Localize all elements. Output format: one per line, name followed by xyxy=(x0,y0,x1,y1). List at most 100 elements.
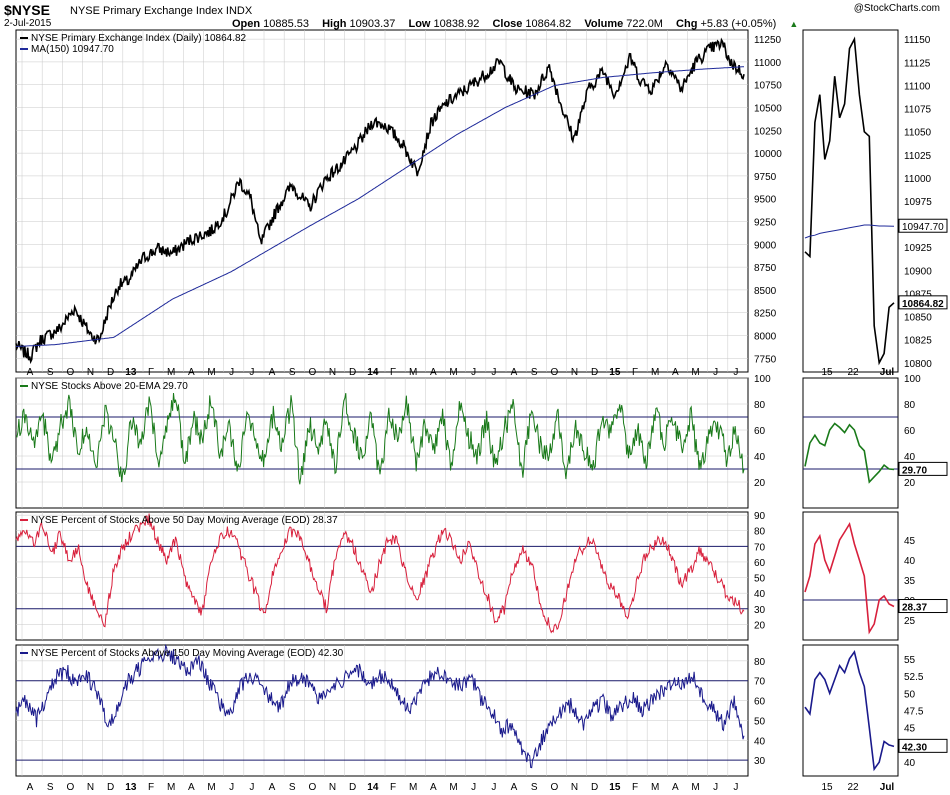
x-tick-label-bottom: J xyxy=(229,782,234,793)
x-tick-label-bottom: D xyxy=(107,782,114,793)
y-tick-label: 8750 xyxy=(754,263,777,274)
y-tick-label: 70 xyxy=(754,677,766,688)
zoom-y-tick-label: 11025 xyxy=(904,151,932,162)
zoom-y-tick-label: 11050 xyxy=(904,128,932,139)
main-panel-0-frame xyxy=(15,29,749,373)
chg-value: +5.83 (+0.05%) xyxy=(700,18,777,30)
high-label: High xyxy=(322,18,347,30)
quote-line: Open 10885.53 High 10903.37 Low 10838.92 Cl… xyxy=(232,18,808,30)
y-tick-label: 40 xyxy=(754,736,766,747)
zoom-y-tick-label: 100 xyxy=(904,374,921,385)
x-tick-label: J xyxy=(491,367,496,378)
zoom-x-tick-label: 15 xyxy=(821,367,833,378)
zoom-y-tick-label: 55 xyxy=(904,655,916,666)
x-tick-label: D xyxy=(591,367,598,378)
last-value-box xyxy=(898,295,948,310)
zoom-y-tick-label: 50 xyxy=(904,689,916,700)
y-tick-label: 8500 xyxy=(754,286,777,297)
x-tick-label: J xyxy=(471,367,476,378)
y-tick-label: 70 xyxy=(754,542,766,553)
series-line-2-0 xyxy=(15,513,745,634)
x-tick-label-bottom: O xyxy=(66,782,74,793)
main-panel-2-frame xyxy=(15,511,749,641)
zoom-panel-1-frame xyxy=(802,377,899,509)
x-tick-label-bottom: D xyxy=(349,782,356,793)
x-tick-label-bottom: A xyxy=(27,782,34,793)
x-tick-label: A xyxy=(269,367,276,378)
low-value: 10838.92 xyxy=(433,18,480,30)
x-tick-label-bottom: 14 xyxy=(367,782,379,793)
x-tick-label-bottom: N xyxy=(329,782,336,793)
x-tick-label: O xyxy=(66,367,74,378)
x-tick-label-bottom: S xyxy=(289,782,296,793)
y-tick-label: 10500 xyxy=(754,104,782,115)
zoom-panel-2-frame xyxy=(802,511,899,641)
x-tick-label: M xyxy=(207,367,215,378)
y-tick-label: 60 xyxy=(754,558,766,569)
x-tick-label: M xyxy=(167,367,175,378)
main-panel-1-frame xyxy=(15,377,749,509)
zoom-y-tick-label: 40 xyxy=(904,758,916,769)
chart-header: $NYSE NYSE Primary Exchange Index INDX 2… xyxy=(4,2,948,30)
x-tick-label-bottom: S xyxy=(47,782,54,793)
legend-entry: NYSE Percent of Stocks Above 150 Day Mov… xyxy=(31,648,344,659)
last-value-box xyxy=(898,738,948,753)
y-tick-label: 60 xyxy=(754,426,766,437)
x-tick-label: D xyxy=(349,367,356,378)
y-tick-label: 90 xyxy=(754,511,766,522)
x-tick-label: S xyxy=(47,367,54,378)
y-tick-label: 11000 xyxy=(754,58,782,69)
y-tick-label: 40 xyxy=(754,589,766,600)
open-value: 10885.53 xyxy=(263,18,310,30)
close-label: Close xyxy=(492,18,523,30)
y-tick-label: 9500 xyxy=(754,195,777,206)
high-value: 10903.37 xyxy=(349,18,396,30)
legend-entry: MA(150) 10947.70 xyxy=(31,44,114,55)
y-tick-label: 7750 xyxy=(754,354,777,365)
y-tick-label: 8250 xyxy=(754,309,777,320)
x-tick-label: A xyxy=(672,367,679,378)
y-tick-label: 9000 xyxy=(754,240,777,251)
chg-label: Chg xyxy=(676,18,698,30)
zoom-y-tick-label: 45 xyxy=(904,536,916,547)
ma-value-label: 10947.70 xyxy=(902,222,944,233)
x-tick-label: N xyxy=(571,367,578,378)
last-value-label: 28.37 xyxy=(902,603,927,614)
x-tick-label-bottom: M xyxy=(651,782,659,793)
x-tick-label-bottom: A xyxy=(511,782,518,793)
zoom-y-tick-label: 45 xyxy=(904,724,916,735)
x-tick-label: N xyxy=(87,367,94,378)
x-tick-label: 13 xyxy=(125,367,137,378)
zoom-x-tick-label-bottom: 15 xyxy=(821,782,833,793)
y-tick-label: 50 xyxy=(754,716,766,727)
x-tick-label-bottom: A xyxy=(188,782,195,793)
x-tick-label-bottom: O xyxy=(550,782,558,793)
zoom-series-line-1-0 xyxy=(804,422,895,484)
zoom-y-tick-label: 80 xyxy=(904,400,916,411)
last-value-box xyxy=(898,461,948,476)
x-tick-label: F xyxy=(632,367,638,378)
volume-label: Volume xyxy=(584,18,624,30)
open-label: Open xyxy=(232,18,261,30)
x-tick-label: A xyxy=(511,367,518,378)
zoom-y-tick-label: 10825 xyxy=(904,336,932,347)
zoom-y-tick-label: 11150 xyxy=(904,35,931,46)
up-arrow-icon: ▲ xyxy=(789,19,799,29)
x-tick-label-bottom: S xyxy=(531,782,538,793)
zoom-x-tick-label-bottom: Jul xyxy=(880,782,895,793)
x-tick-label-bottom: N xyxy=(571,782,578,793)
brand-label: @StockCharts.com xyxy=(853,3,940,14)
zoom-series-line-2-0 xyxy=(804,521,895,635)
x-tick-label-bottom: J xyxy=(733,782,738,793)
y-tick-label: 30 xyxy=(754,756,766,767)
series-line-0-1 xyxy=(15,66,744,347)
zoom-y-tick-label: 11075 xyxy=(904,105,932,116)
y-tick-label: 9750 xyxy=(754,172,777,183)
x-tick-label-bottom: J xyxy=(471,782,476,793)
y-tick-label: 10750 xyxy=(754,81,782,92)
zoom-y-tick-label: 11125 xyxy=(904,58,931,69)
last-value-label: 29.70 xyxy=(902,465,927,476)
x-tick-label-bottom: M xyxy=(409,782,417,793)
x-tick-label: M xyxy=(691,367,699,378)
